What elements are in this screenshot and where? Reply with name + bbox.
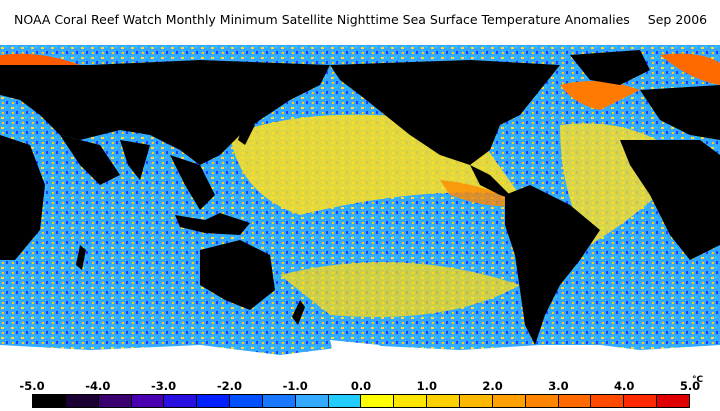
colorbar-swatch (492, 395, 526, 407)
colorbar-swatch (33, 395, 66, 407)
colorbar-tick-label: 2.0 (482, 379, 503, 393)
land-north-america (330, 60, 560, 165)
warm-anomaly-band-south (280, 262, 520, 317)
colorbar-swatch (131, 395, 165, 407)
colorbar (32, 394, 690, 408)
colorbar-swatch (328, 395, 362, 407)
colorbar-swatch (295, 395, 329, 407)
hot-spot-east-pacific (440, 180, 520, 207)
land-australia (200, 240, 275, 310)
colorbar-swatch (65, 395, 99, 407)
land-madagascar (76, 245, 86, 270)
colorbar-swatch (591, 395, 625, 407)
colorbar-tick-label: 3.0 (548, 379, 569, 393)
land-south-america (505, 185, 600, 345)
colorbar-tick-label: -5.0 (19, 379, 45, 393)
land-africa-west (0, 135, 45, 260)
colorbar-swatch (459, 395, 493, 407)
colorbar-tick-label: 1.0 (416, 379, 437, 393)
colorbar-tick-label: -2.0 (216, 379, 242, 393)
colorbar-tick-label: -4.0 (85, 379, 111, 393)
colorbar-tick-label: 4.0 (614, 379, 635, 393)
colorbar-tick-label: -3.0 (151, 379, 177, 393)
colorbar-legend: -5.0 -4.0 -3.0 -2.0 -1.0 0.0 1.0 2.0 3.0 4.0 5.0 °… (0, 372, 720, 411)
hot-spot-greenland-sea (560, 81, 640, 110)
colorbar-swatch (394, 395, 428, 407)
colorbar-swatch (525, 395, 559, 407)
colorbar-swatch (98, 395, 132, 407)
title-text: NOAA Coral Reef Watch Monthly Minimum Sa… (14, 12, 630, 27)
land-africa (620, 140, 720, 260)
colorbar-swatch (262, 395, 296, 407)
colorbar-swatch (230, 395, 263, 407)
colorbar-unit: °C (692, 375, 704, 385)
colorbar-swatch (624, 395, 658, 407)
colorbar-swatch (164, 395, 198, 407)
ice-shelf-ross (330, 340, 380, 363)
colorbar-swatch (427, 395, 460, 407)
colorbar-tick-label: 0.0 (350, 379, 372, 393)
sst-anomaly-map (0, 45, 720, 370)
land-central-america (470, 165, 515, 200)
hot-spot-north-atlantic (660, 53, 720, 85)
land-southeast-asia (170, 155, 215, 210)
colorbar-swatch (361, 395, 395, 407)
colorbar-swatch (657, 395, 689, 407)
map-title: NOAA Coral Reef Watch Monthly Minimum Sa… (14, 12, 707, 27)
colorbar-swatch (558, 395, 592, 407)
land-arabia-india (60, 135, 150, 185)
colorbar-tick-label: -1.0 (282, 379, 308, 393)
land-japan (238, 120, 255, 145)
title-date: Sep 2006 (647, 12, 708, 27)
land-new-zealand (292, 300, 305, 325)
colorbar-tick-label: 5.0 (679, 379, 701, 393)
land-eurasia (0, 60, 330, 165)
land-greenland (570, 50, 650, 85)
colorbar-swatch (197, 395, 231, 407)
land-europe (640, 85, 720, 140)
land-indonesia (175, 213, 250, 235)
